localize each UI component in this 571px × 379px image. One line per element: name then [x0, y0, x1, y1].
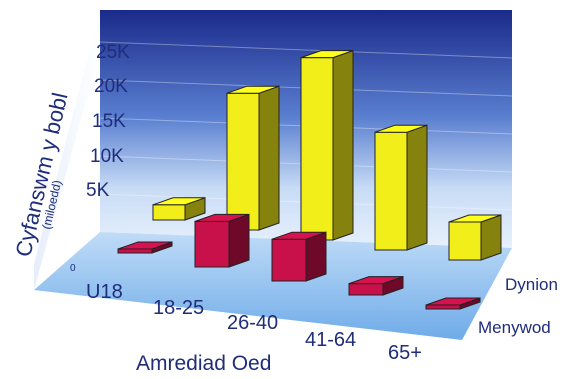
bar-front-face [374, 131, 408, 251]
y-tick-label: 15K [92, 111, 126, 132]
x-axis-title: Amrediad Oed [136, 352, 271, 375]
y-tick-label: 25K [96, 42, 130, 63]
bar-dynion-U18 [152, 197, 206, 221]
bar-top-face [194, 213, 250, 222]
bar-top-face [300, 50, 354, 59]
bar-top-face [271, 231, 327, 240]
category-label: 26-40 [227, 312, 278, 334]
series-label: Menywod [478, 318, 551, 337]
y-tick-label: 10K [90, 146, 124, 167]
bar-front-face [348, 283, 384, 296]
category-label: 18-25 [153, 297, 204, 319]
bar-top-face [152, 197, 206, 206]
series-label: Dynion [505, 275, 558, 294]
bar-menywod-U18 [117, 241, 173, 254]
chart-floor [34, 232, 512, 340]
bar-front-face [117, 248, 153, 254]
bar-front-face [152, 204, 186, 221]
bar-top-face [117, 241, 173, 250]
bar-front-face [425, 304, 461, 310]
bar-dynion-41-64 [374, 124, 428, 251]
bar-top-face [374, 124, 428, 133]
grid-line [99, 41, 513, 59]
bar-side-face [258, 85, 280, 231]
category-label: U18 [86, 281, 123, 303]
bar-side-face [480, 214, 502, 261]
bar-front-face [271, 238, 307, 282]
chart-left-wall [34, 10, 100, 290]
bars [117, 49, 502, 310]
bar-dynion-26-40 [300, 49, 354, 241]
bar-menywod-18-25 [194, 213, 250, 268]
bar-front-face [194, 220, 230, 268]
bar-top-face [226, 85, 280, 94]
bar-top-face [448, 214, 502, 223]
bar-front-face [300, 57, 334, 241]
y-tick-label: 5K [86, 180, 110, 201]
bar-front-face [226, 92, 260, 231]
bar-menywod-26-40 [271, 231, 327, 282]
bar-menywod-65+ [425, 297, 481, 310]
bar-side-face [406, 124, 428, 251]
category-label: 41-64 [305, 329, 356, 351]
zero-label: 0 [70, 263, 76, 274]
y-tick-label: 20K [94, 76, 128, 97]
bar-dynion-65+ [448, 214, 502, 261]
bar-top-face [348, 276, 404, 285]
category-label: 65+ [388, 342, 422, 364]
bar-menywod-41-64 [348, 275, 404, 296]
bar-side-face [228, 213, 250, 268]
bar-top-face [425, 297, 481, 306]
bar-side-face [305, 231, 327, 282]
bar-side-face [332, 49, 354, 241]
bar-dynion-18-25 [226, 85, 280, 231]
bar-front-face [448, 221, 482, 261]
